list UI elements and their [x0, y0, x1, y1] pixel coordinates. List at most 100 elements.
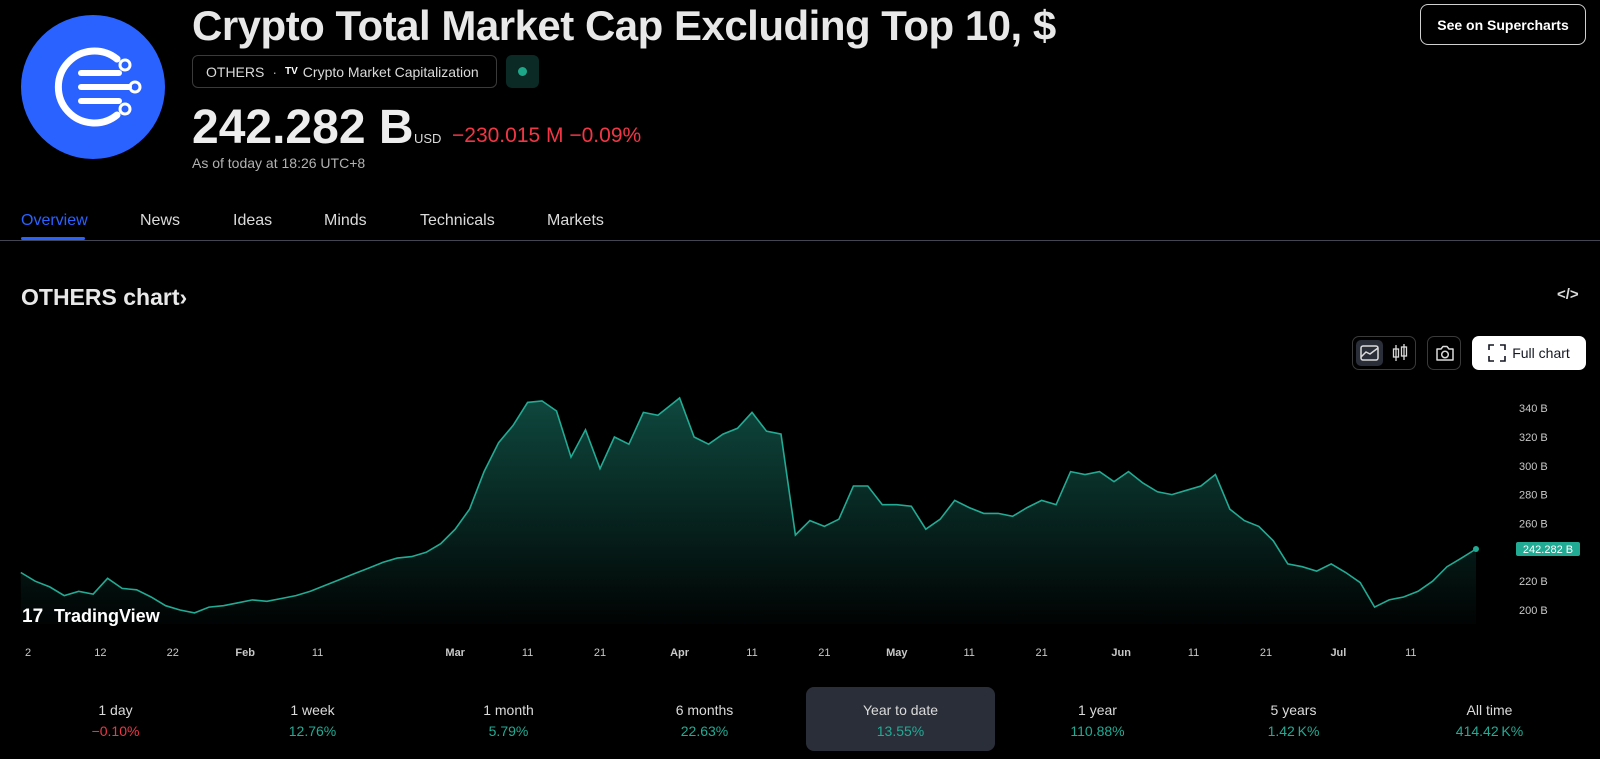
data-point [1142, 482, 1144, 484]
tab-minds[interactable]: Minds [324, 212, 367, 229]
period-value: 110.88% [1070, 723, 1125, 739]
data-point [179, 609, 181, 611]
chart-style-toggle [1352, 336, 1416, 370]
x-tick-label: 21 [818, 647, 830, 659]
data-point [324, 584, 326, 586]
data-point [468, 508, 470, 510]
data-point [222, 605, 224, 607]
price-change: −230.015 M −0.09% [452, 124, 641, 148]
data-point [1345, 571, 1347, 573]
data-point [584, 429, 586, 431]
data-point [382, 561, 384, 563]
tab-technicals[interactable]: Technicals [420, 212, 495, 229]
data-point [512, 424, 514, 426]
period-1-year[interactable]: 1 year 110.88% [1003, 687, 1192, 751]
data-point [1373, 606, 1375, 608]
data-point [671, 403, 673, 405]
chart-heading-text: OTHERS chart [21, 284, 180, 310]
chevron-right-icon: › [179, 284, 188, 310]
period-label: 6 months [675, 702, 734, 718]
see-on-supercharts-button[interactable]: See on Supercharts [1420, 4, 1586, 45]
data-point [1316, 570, 1318, 572]
market-status-badge[interactable] [506, 55, 539, 88]
x-tick-label: 11 [312, 647, 323, 659]
full-chart-button[interactable]: Full chart [1472, 336, 1586, 370]
data-point [693, 436, 695, 438]
data-point [1388, 599, 1390, 601]
tab-news[interactable]: News [140, 212, 181, 229]
period-year-to-date[interactable]: Year to date 13.55% [806, 687, 995, 751]
tradingview-watermark[interactable]: 17 TradingView [22, 606, 161, 627]
data-point [983, 512, 985, 514]
data-point [657, 414, 659, 416]
tab-ideas[interactable]: Ideas [233, 212, 273, 229]
data-point [852, 485, 854, 487]
tab-overview[interactable]: Overview [21, 212, 88, 229]
data-point [925, 528, 927, 530]
data-point [910, 505, 912, 507]
x-tick-label: 11 [1405, 647, 1416, 659]
x-tick-label: 21 [594, 647, 606, 659]
separator-dot: · [272, 63, 278, 80]
data-point [251, 599, 253, 601]
period-1-month[interactable]: 1 month 5.79% [414, 687, 603, 751]
data-point [997, 512, 999, 514]
chart-heading-link[interactable]: OTHERS chart› [21, 284, 187, 311]
data-point [1431, 580, 1433, 582]
tab-markets[interactable]: Markets [547, 212, 604, 229]
candles-chart-style-button[interactable] [1386, 340, 1413, 366]
data-point [396, 557, 398, 559]
period-6-months[interactable]: 6 months 22.63% [610, 687, 799, 751]
data-point [20, 571, 22, 573]
data-point [135, 589, 137, 591]
data-point [613, 436, 615, 438]
price-chart[interactable]: 200 B 220 B 260 B 280 B 300 B 320 B 340 B 242.2… [0, 380, 1600, 660]
symbol-info-box[interactable]: OTHERS · TV Crypto Market Capitalization [192, 55, 497, 88]
period-value: 5.79% [488, 723, 529, 739]
data-point [722, 433, 724, 435]
period-1-day[interactable]: 1 day −0.10% [21, 687, 210, 751]
tradingview-logo-icon: 17 [22, 606, 43, 627]
embed-code-icon[interactable]: </> [1557, 286, 1579, 303]
data-point [497, 442, 499, 444]
period-1-week[interactable]: 1 week 12.76% [218, 687, 407, 751]
data-point [954, 499, 956, 501]
data-point [34, 580, 36, 582]
last-value-badge [1516, 542, 1580, 556]
full-chart-label: Full chart [1512, 345, 1570, 361]
x-tick-label: 11 [1188, 647, 1199, 659]
performance-periods: 1 day −0.10% 1 week 12.76% 1 month 5.79%… [0, 687, 1600, 753]
x-tick-label: 22 [167, 647, 179, 659]
data-point [1185, 489, 1187, 491]
data-point [1084, 473, 1086, 475]
x-tick-label: Jul [1330, 647, 1346, 659]
data-point [794, 534, 796, 536]
period-value: 414.42 K% [1455, 723, 1524, 739]
area-chart-style-button[interactable] [1356, 340, 1383, 366]
data-point [599, 468, 601, 470]
data-point [1156, 491, 1158, 493]
period-5-years[interactable]: 5 years 1.42 K% [1199, 687, 1388, 751]
data-point [440, 543, 442, 545]
y-tick-label: 280 B [1519, 490, 1548, 502]
data-point [867, 485, 869, 487]
x-tick-label: May [886, 647, 908, 659]
y-tick-label: 200 B [1519, 605, 1548, 617]
data-point [570, 456, 572, 458]
snapshot-button[interactable] [1427, 336, 1461, 370]
data-point [309, 590, 311, 592]
data-point [628, 443, 630, 445]
active-tab-indicator [21, 237, 85, 240]
data-point [411, 555, 413, 557]
y-tick-label: 220 B [1519, 576, 1548, 588]
period-all-time[interactable]: All time 414.42 K% [1395, 687, 1584, 751]
last-price-dot [1473, 546, 1479, 552]
data-point [78, 590, 80, 592]
data-point [1243, 519, 1245, 521]
data-point [1287, 563, 1289, 565]
tradingview-watermark-text: TradingView [54, 606, 161, 626]
area-chart-icon [1360, 345, 1379, 361]
data-point [1272, 540, 1274, 542]
y-tick-label: 340 B [1519, 403, 1548, 415]
data-point [751, 411, 753, 413]
